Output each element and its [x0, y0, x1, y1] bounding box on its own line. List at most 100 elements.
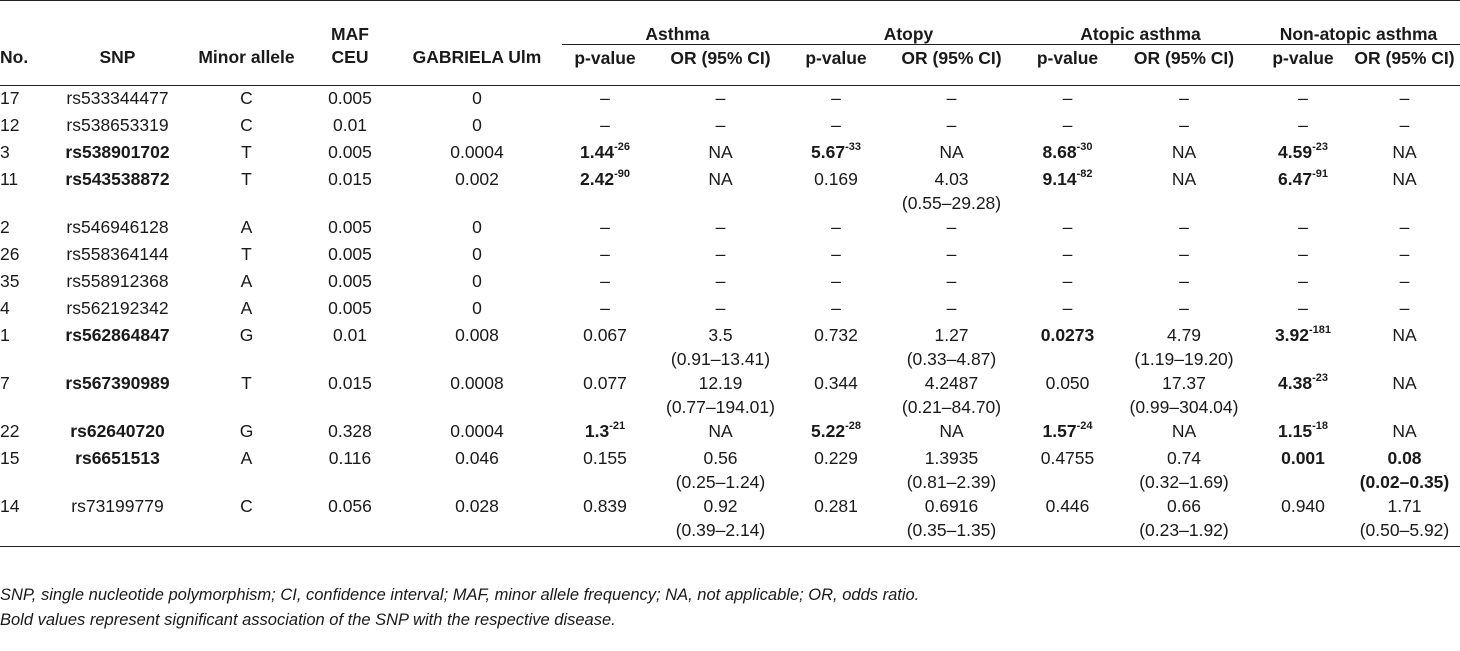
cell-asthma-or: 0.56 (0.25–1.24): [648, 446, 793, 494]
table-row: 12 rs538653319 C 0.01 0 – – – – – – – –: [0, 113, 1460, 140]
table-row: 14 rs73199779 C 0.056 0.028 0.839 0.92 (0.39–2.…: [0, 493, 1460, 547]
p-value-exponent: -26: [614, 140, 630, 153]
cell-non-atopic-or: NA: [1349, 323, 1460, 371]
cell-snp: rs6651513: [75, 447, 160, 468]
table-row: 4 rs562192342 A 0.005 0 – – – – – – – –: [0, 296, 1460, 323]
cell-atopy-or: 1.27 (0.33–4.87): [879, 323, 1024, 371]
odds-ratio: 1.27: [934, 324, 969, 345]
cell-atopic-asthma-p: –: [1024, 269, 1111, 296]
cell-asthma-or: –: [648, 85, 793, 113]
footnote-bold-note: Bold values represent significant associ…: [0, 611, 616, 629]
cell-minor-allele: A: [240, 270, 253, 291]
confidence-interval: (0.35–1.35): [906, 519, 997, 540]
p-value-mantissa: –: [1298, 243, 1308, 264]
cell-maf-ceu: 0.116: [328, 447, 372, 468]
cell-maf-gabriela-ulm: 0.0004: [450, 141, 504, 162]
odds-ratio: NA: [1171, 141, 1197, 162]
odds-ratio: –: [1399, 270, 1410, 291]
confidence-interval: (0.02–0.35): [1359, 471, 1450, 492]
p-value-mantissa: 0.155: [583, 447, 627, 468]
p-value-exponent: -181: [1309, 323, 1332, 336]
cell-minor-allele: T: [241, 141, 252, 162]
p-value-mantissa: 0.446: [1045, 495, 1090, 516]
cell-maf-ceu: 0.015: [328, 372, 372, 393]
table-row: 11 rs543538872 T 0.015 0.002 2.42-90 NA 0.169 4.…: [0, 167, 1460, 215]
odds-ratio: NA: [939, 141, 964, 162]
p-value-mantissa: 3.92: [1274, 324, 1310, 345]
cell-no: 2: [0, 216, 10, 237]
cell-maf-gabriela-ulm: 0: [472, 114, 482, 135]
cell-no: 22: [0, 420, 20, 441]
cell-asthma-p: –: [562, 242, 648, 269]
cell-atopic-asthma-p: 0.446: [1024, 493, 1111, 547]
p-value-exponent: -24: [1076, 419, 1093, 432]
cell-maf-ceu: 0.005: [328, 243, 372, 264]
p-value-mantissa: 0.0273: [1040, 324, 1095, 345]
header-col-atopic-asthma-p: p-value: [1024, 44, 1111, 86]
cell-asthma-or: –: [648, 269, 793, 296]
odds-ratio: 17.37: [1162, 372, 1206, 393]
cell-maf-gabriela-ulm: 0.002: [455, 168, 499, 189]
confidence-interval: (1.19–19.20): [1134, 348, 1234, 369]
confidence-interval: (0.25–1.24): [675, 471, 766, 492]
cell-atopic-asthma-or: 17.37 (0.99–304.04): [1111, 371, 1257, 419]
cell-atopic-asthma-or: –: [1111, 113, 1257, 140]
cell-minor-allele: A: [240, 297, 253, 318]
p-value-mantissa: –: [1062, 243, 1073, 264]
odds-ratio: 0.74: [1166, 447, 1202, 468]
cell-maf-ceu: 0.005: [328, 297, 372, 318]
header-col-atopic-asthma-or: OR (95% CI): [1111, 44, 1257, 86]
p-value-mantissa: 5.22: [811, 420, 846, 441]
cell-non-atopic-or: NA: [1349, 371, 1460, 419]
table-row: 26 rs558364144 T 0.005 0 – – – – – – – –: [0, 242, 1460, 269]
header-group-atopy: Atopy: [793, 16, 1024, 45]
p-value-mantissa: 0.077: [583, 372, 627, 393]
p-value-mantissa: –: [831, 243, 841, 264]
header-spacer: [0, 17, 50, 45]
results-table-container: MAF Asthma Atopy Atopic asthma Non-atopi…: [0, 0, 1460, 629]
odds-ratio: NA: [1171, 168, 1197, 189]
cell-asthma-p: 1.3-21: [562, 419, 648, 446]
p-value-mantissa: –: [600, 216, 610, 237]
p-value-mantissa: 1.3: [584, 420, 610, 441]
cell-snp: rs62640720: [70, 420, 165, 441]
cell-asthma-p: –: [562, 215, 648, 242]
header-group-asthma: Asthma: [562, 16, 793, 45]
odds-ratio: –: [715, 270, 726, 291]
table-row: 15 rs6651513 A 0.116 0.046 0.155 0.56 (0.25–1.2…: [0, 446, 1460, 494]
cell-minor-allele: T: [241, 168, 252, 189]
cell-asthma-or: 12.19 (0.77–194.01): [648, 371, 793, 419]
odds-ratio: –: [1179, 87, 1189, 108]
cell-non-atopic-or: –: [1349, 242, 1460, 269]
p-value-mantissa: 0.940: [1281, 495, 1325, 516]
confidence-interval: (0.39–2.14): [675, 519, 766, 540]
cell-no: 15: [0, 447, 20, 468]
odds-ratio: 3.5: [708, 324, 733, 345]
confidence-interval: (0.55–29.28): [901, 192, 1002, 213]
odds-ratio: –: [1179, 114, 1189, 135]
cell-atopy-p: 5.67-33: [793, 140, 879, 167]
p-value-mantissa: 8.68: [1042, 141, 1077, 162]
confidence-interval: (0.50–5.92): [1359, 519, 1450, 540]
cell-atopy-or: 4.2487 (0.21–84.70): [879, 371, 1024, 419]
odds-ratio: –: [946, 297, 957, 318]
header-col-no: No.: [0, 44, 50, 86]
cell-non-atopic-p: 3.92-181: [1257, 323, 1349, 371]
header-col-asthma-p: p-value: [562, 44, 648, 86]
cell-atopy-or: –: [879, 296, 1024, 323]
cell-atopy-p: 0.169: [793, 167, 879, 215]
cell-non-atopic-p: 6.47-91: [1257, 167, 1349, 215]
cell-asthma-or: NA: [648, 140, 793, 167]
cell-snp: rs73199779: [50, 493, 185, 547]
cell-atopic-asthma-or: 4.79 (1.19–19.20): [1111, 323, 1257, 371]
cell-minor-allele: A: [240, 447, 253, 468]
cell-maf-ceu: 0.328: [328, 420, 372, 441]
p-value-mantissa: 0.4755: [1040, 447, 1095, 468]
cell-atopy-or: 1.3935 (0.81–2.39): [879, 446, 1024, 494]
odds-ratio: 0.56: [703, 447, 738, 468]
cell-atopy-or: –: [879, 242, 1024, 269]
odds-ratio: –: [715, 114, 726, 135]
cell-snp: rs546946128: [66, 216, 169, 237]
header-col-minor-allele: Minor allele: [185, 44, 308, 86]
odds-ratio: 0.08: [1387, 447, 1422, 468]
